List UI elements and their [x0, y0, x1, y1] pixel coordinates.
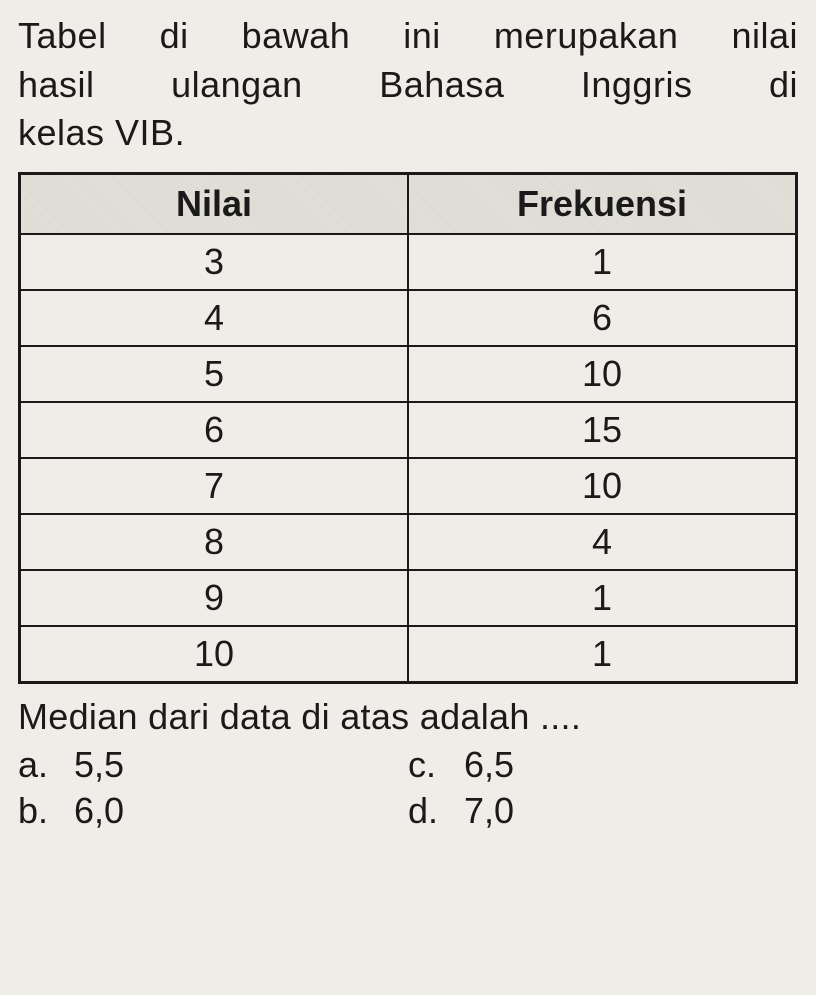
- table-row: 7 10: [20, 458, 797, 514]
- cell-nilai: 4: [20, 290, 409, 346]
- option-a: a. 5,5: [18, 744, 408, 786]
- table-header-row: Nilai Frekuensi: [20, 173, 797, 234]
- cell-frekuensi: 1: [408, 626, 797, 683]
- table-row: 8 4: [20, 514, 797, 570]
- table-row: 10 1: [20, 626, 797, 683]
- option-value: 5,5: [74, 744, 124, 786]
- header-frekuensi: Frekuensi: [408, 173, 797, 234]
- cell-nilai: 3: [20, 234, 409, 290]
- option-letter: a.: [18, 744, 74, 786]
- option-value: 7,0: [464, 790, 514, 832]
- question-text: Tabel di bawah ini merupakan nilai hasil…: [18, 12, 798, 158]
- option-value: 6,0: [74, 790, 124, 832]
- question-line-3: kelas VIB.: [18, 109, 798, 158]
- option-b: b. 6,0: [18, 790, 408, 832]
- median-question: Median dari data di atas adalah ....: [18, 696, 798, 738]
- cell-frekuensi: 1: [408, 234, 797, 290]
- cell-nilai: 5: [20, 346, 409, 402]
- data-table: Nilai Frekuensi 3 1 4 6 5 10 6 15 7 10 8…: [18, 172, 798, 684]
- cell-nilai: 10: [20, 626, 409, 683]
- table-row: 9 1: [20, 570, 797, 626]
- cell-frekuensi: 6: [408, 290, 797, 346]
- cell-nilai: 8: [20, 514, 409, 570]
- cell-frekuensi: 15: [408, 402, 797, 458]
- option-d: d. 7,0: [408, 790, 798, 832]
- cell-nilai: 6: [20, 402, 409, 458]
- question-line-2: hasil ulangan Bahasa Inggris di: [18, 61, 798, 110]
- option-value: 6,5: [464, 744, 514, 786]
- cell-nilai: 9: [20, 570, 409, 626]
- table-row: 4 6: [20, 290, 797, 346]
- option-letter: b.: [18, 790, 74, 832]
- option-letter: c.: [408, 744, 464, 786]
- cell-frekuensi: 1: [408, 570, 797, 626]
- answer-options: a. 5,5 c. 6,5 b. 6,0 d. 7,0: [18, 744, 798, 832]
- option-letter: d.: [408, 790, 464, 832]
- question-line-1: Tabel di bawah ini merupakan nilai: [18, 12, 798, 61]
- table-row: 6 15: [20, 402, 797, 458]
- table-row: 3 1: [20, 234, 797, 290]
- cell-frekuensi: 10: [408, 458, 797, 514]
- option-c: c. 6,5: [408, 744, 798, 786]
- cell-frekuensi: 10: [408, 346, 797, 402]
- header-nilai: Nilai: [20, 173, 409, 234]
- cell-nilai: 7: [20, 458, 409, 514]
- table-row: 5 10: [20, 346, 797, 402]
- cell-frekuensi: 4: [408, 514, 797, 570]
